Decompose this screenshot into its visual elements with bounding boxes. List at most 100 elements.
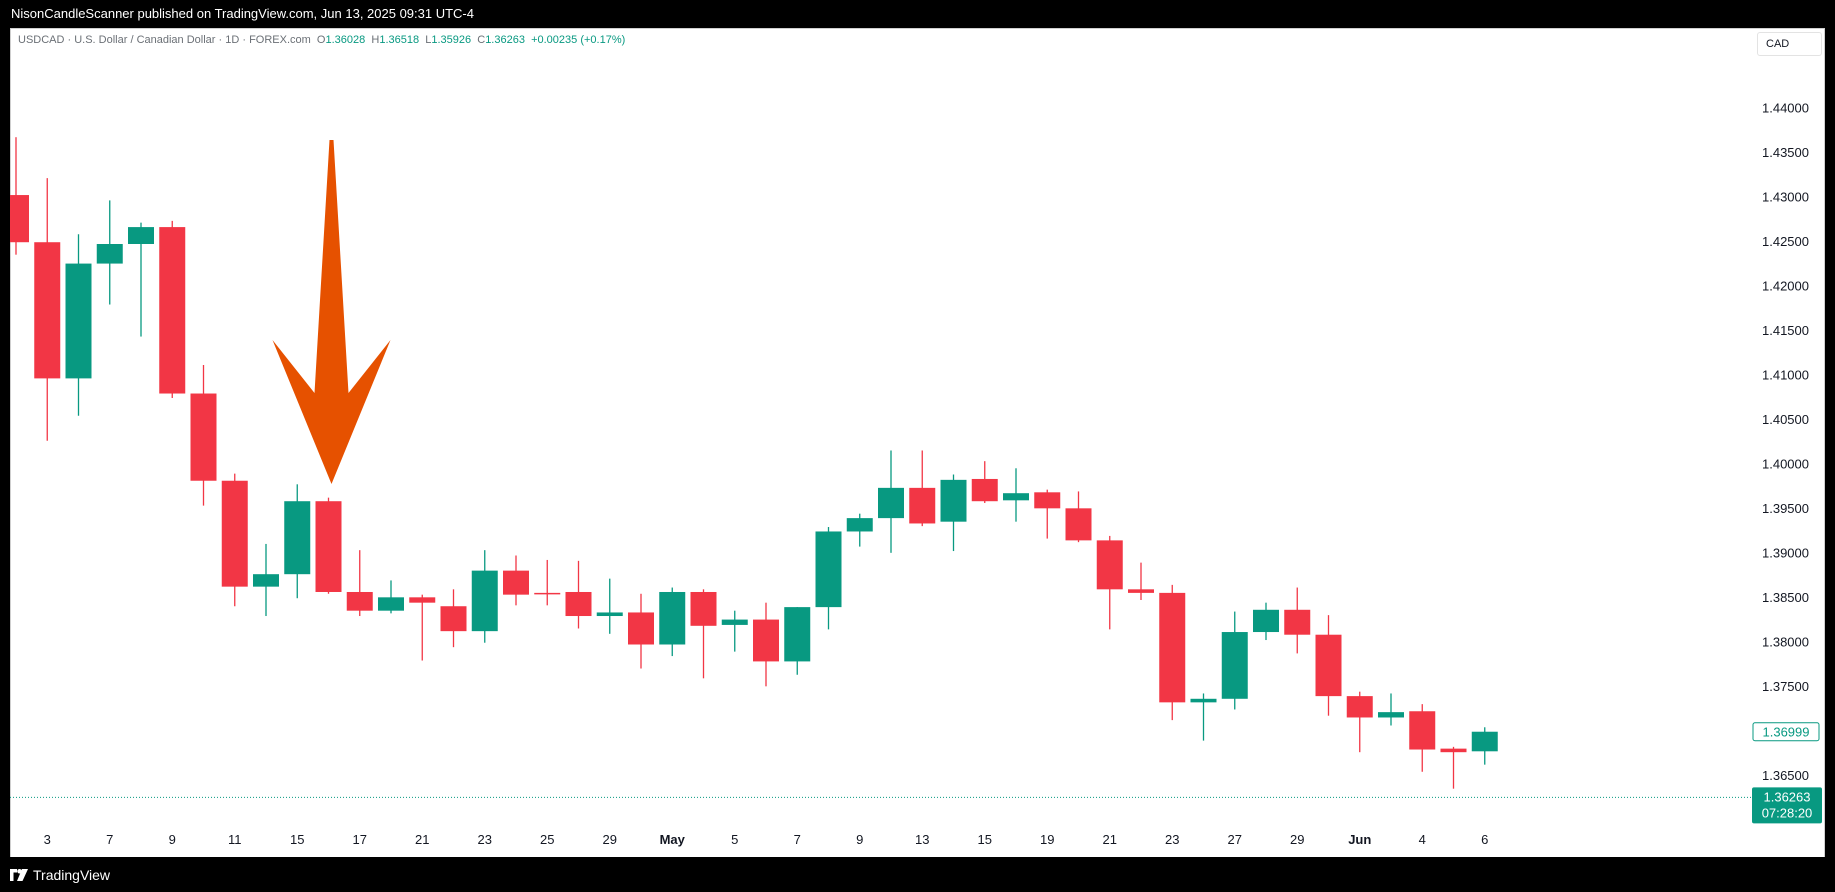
x-axis-tick-label: 3: [44, 832, 51, 847]
y-axis-tick-label: 1.37500: [1762, 679, 1809, 694]
candle[interactable]: [190, 365, 217, 506]
x-axis-tick-label: 9: [169, 832, 176, 847]
candle[interactable]: [1378, 693, 1404, 726]
candle-body: [221, 480, 248, 587]
x-axis-tick-label: 19: [1040, 832, 1054, 847]
candle-body: [1378, 712, 1404, 718]
candle[interactable]: [1440, 746, 1467, 789]
candle-body: [940, 479, 967, 522]
candle[interactable]: [1190, 693, 1217, 741]
candle[interactable]: [1034, 489, 1061, 539]
candle[interactable]: [1409, 704, 1436, 772]
close-value: 1.36263: [485, 34, 525, 46]
candle-body: [1284, 609, 1311, 635]
x-axis-tick-label: 9: [856, 832, 863, 847]
candle-body: [878, 487, 904, 519]
candle[interactable]: [659, 587, 686, 657]
x-axis-tick-label: 23: [1165, 832, 1179, 847]
tradingview-logo-icon: [10, 869, 28, 881]
candle-body: [34, 242, 61, 379]
candle[interactable]: [878, 450, 904, 553]
candle-body: [190, 393, 217, 481]
candle[interactable]: [1128, 562, 1154, 600]
candle[interactable]: [565, 560, 592, 629]
currency-button[interactable]: CAD: [1757, 32, 1822, 56]
candle[interactable]: [940, 474, 967, 552]
candle[interactable]: [34, 178, 61, 441]
price-label-box: [1752, 722, 1820, 742]
y-axis-tick-label: 1.36500: [1762, 768, 1809, 783]
publisher-text: NisonCandleScanner published on TradingV…: [11, 6, 474, 21]
candle[interactable]: [440, 589, 467, 648]
candle[interactable]: [1284, 587, 1311, 654]
candlestick-chart[interactable]: 1.44000 1.43500 1.43000 1.42500 1.42000 1.415…: [10, 28, 1823, 856]
candle[interactable]: [1346, 691, 1373, 753]
candle[interactable]: [784, 607, 811, 675]
candle-body: [659, 591, 686, 645]
candle-body: [1065, 508, 1092, 541]
x-axis-tick-label: 4: [1419, 832, 1426, 847]
candle[interactable]: [409, 594, 436, 661]
x-axis-tick-label: May: [660, 832, 686, 847]
candle[interactable]: [1003, 468, 1029, 522]
candle[interactable]: [1159, 584, 1186, 721]
candle-body: [128, 227, 154, 244]
candle[interactable]: [846, 513, 873, 547]
candle-body: [503, 570, 529, 595]
candle[interactable]: [753, 602, 779, 687]
candle[interactable]: [96, 200, 123, 305]
candle[interactable]: [1315, 615, 1342, 716]
x-axis-tick-label: 27: [1228, 832, 1242, 847]
symbol-legend[interactable]: USDCAD · U.S. Dollar / Canadian Dollar ·…: [18, 34, 625, 46]
candle[interactable]: [253, 543, 279, 617]
candle[interactable]: [909, 450, 936, 527]
candle[interactable]: [284, 484, 311, 599]
candle-body: [846, 518, 873, 532]
candle-body: [1471, 731, 1498, 752]
candle[interactable]: [128, 222, 154, 337]
candle[interactable]: [1096, 535, 1123, 630]
candle-body: [1190, 698, 1217, 703]
candle-body: [10, 195, 29, 243]
candle-body: [315, 501, 342, 592]
candle-body: [1440, 748, 1467, 753]
candle-body: [565, 591, 592, 617]
candle[interactable]: [1253, 602, 1279, 641]
candle[interactable]: [721, 610, 748, 652]
y-axis-tick-label: 1.39500: [1762, 501, 1809, 516]
candle-body: [690, 591, 717, 626]
candle-body: [784, 607, 811, 662]
candle-body: [1409, 711, 1436, 750]
candle[interactable]: [534, 559, 561, 606]
x-axis-tick-label: 17: [353, 832, 367, 847]
candle[interactable]: [159, 220, 186, 398]
candle-body: [440, 606, 467, 632]
x-axis-tick-label: 29: [1290, 832, 1304, 847]
candle[interactable]: [10, 137, 29, 255]
y-axis-tick-label: 1.41000: [1762, 368, 1809, 383]
candle[interactable]: [815, 527, 842, 630]
candle[interactable]: [628, 593, 654, 669]
candle[interactable]: [971, 461, 998, 503]
candle-body: [65, 263, 92, 379]
candle[interactable]: [346, 550, 373, 617]
candle[interactable]: [1471, 727, 1498, 765]
tradingview-brand[interactable]: TradingView: [10, 866, 110, 884]
candle[interactable]: [690, 589, 717, 679]
candle[interactable]: [596, 578, 623, 634]
candle[interactable]: [1065, 491, 1092, 543]
candle-body: [815, 531, 842, 608]
candle[interactable]: [221, 473, 248, 607]
last-price-label: 1.36263: [1764, 789, 1811, 804]
chart-frame: [10, 28, 1825, 858]
candle[interactable]: [471, 550, 498, 643]
candle[interactable]: [1221, 611, 1248, 710]
last-price-badge: [1752, 787, 1822, 824]
open-value: 1.36028: [325, 34, 366, 46]
candle[interactable]: [378, 580, 404, 614]
low-label: L: [425, 34, 432, 46]
candle[interactable]: [65, 234, 92, 416]
candle[interactable]: [315, 497, 342, 594]
candle[interactable]: [503, 555, 529, 606]
symbol-name: USDCAD · U.S. Dollar / Canadian Dollar ·…: [18, 34, 311, 46]
